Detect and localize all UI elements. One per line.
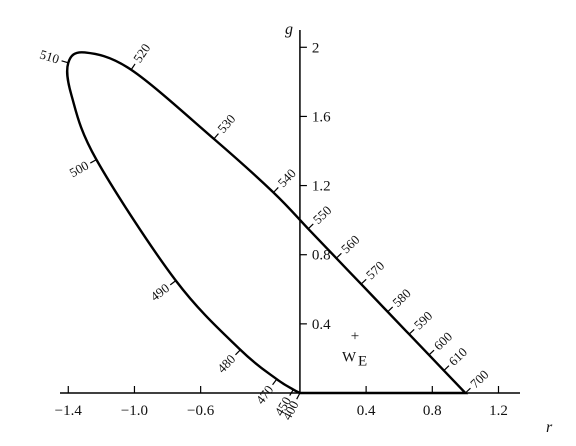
wavelength-label: 610 — [446, 344, 470, 368]
wavelength-label: 550 — [310, 203, 334, 227]
x-tick-label: −1.0 — [121, 403, 148, 419]
wavelength-tick — [360, 278, 367, 285]
wavelength-label: 530 — [214, 111, 238, 136]
white-point-subscript: E — [358, 353, 367, 369]
y-tick-label: 0.4 — [312, 317, 331, 333]
y-tick-label: 1.6 — [312, 109, 331, 125]
wavelength-tick — [387, 306, 394, 313]
wavelength-tick — [61, 60, 69, 64]
wavelength-tick — [289, 389, 294, 396]
wavelength-label: 570 — [363, 258, 387, 282]
wavelength-tick — [273, 187, 279, 193]
wavelength-tick — [272, 378, 278, 386]
wavelength-tick — [408, 328, 415, 335]
x-tick-label: 0.8 — [423, 403, 442, 419]
wavelength-label: 500 — [67, 158, 91, 181]
x-axis-title: r — [546, 419, 553, 436]
wavelength-label: 490 — [147, 280, 172, 304]
wavelength-label: 540 — [275, 166, 299, 190]
wavelength-label: 700 — [467, 367, 491, 391]
wavelength-tick — [307, 223, 314, 230]
white-point-label: W — [342, 349, 357, 365]
wavelength-label: 520 — [130, 41, 153, 66]
wavelength-label: 580 — [389, 286, 413, 310]
y-tick-label: 1.2 — [312, 179, 331, 195]
wavelength-label: 560 — [338, 232, 362, 256]
x-tick-label: 1.2 — [489, 403, 508, 419]
x-tick-label: 0.4 — [357, 403, 376, 419]
x-tick-label: −1.4 — [55, 403, 83, 419]
wavelength-label: 470 — [253, 382, 277, 407]
wavelength-tick — [464, 387, 471, 394]
wavelength-label: 600 — [431, 329, 455, 353]
wavelength-tick — [213, 133, 219, 140]
white-point-marker: + — [351, 328, 359, 344]
wavelength-label: 590 — [411, 308, 435, 332]
wavelength-tick — [90, 159, 97, 164]
wavelength-label: 480 — [214, 351, 238, 375]
y-tick-label: 0.8 — [312, 248, 331, 264]
wavelength-tick — [335, 252, 342, 259]
wavelength-tick — [130, 63, 136, 71]
x-tick-label: −0.6 — [187, 403, 215, 419]
wavelength-tick — [296, 392, 301, 400]
wavelength-tick — [235, 349, 241, 356]
y-axis-title: g — [285, 21, 293, 38]
spectral-locus — [65, 51, 469, 395]
wavelength-label: 510 — [38, 47, 61, 67]
wavelength-tick — [428, 349, 435, 356]
wavelength-tick — [169, 280, 177, 286]
wavelength-tick — [443, 365, 450, 371]
y-tick-label: 2 — [312, 40, 320, 56]
